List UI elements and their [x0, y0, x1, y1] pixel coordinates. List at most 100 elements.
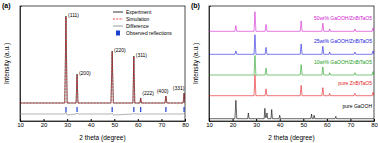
x-tick-label: 80 — [182, 122, 189, 128]
y-axis — [210, 7, 212, 122]
peak-label: (111) — [68, 12, 79, 18]
legend-swatch — [116, 31, 120, 36]
reflection-mark — [65, 107, 66, 112]
x-tick-label: 40 — [277, 122, 284, 128]
reflection-mark — [112, 107, 113, 112]
x-tick-mark — [374, 119, 375, 121]
x-tick: 60 — [135, 119, 142, 128]
series-label: 50wt% GaOOH/ZnBiTaO5 — [314, 15, 372, 21]
x-tick-mark — [67, 119, 68, 121]
legend-entry: Experiment — [113, 9, 152, 15]
plot-frame — [20, 6, 185, 121]
legend-label: Difference — [126, 23, 149, 29]
y-axis-title: Intensity (a.u.) — [192, 43, 200, 84]
x-tick-label: 60 — [324, 122, 331, 128]
x-tick: 70 — [348, 119, 355, 128]
x-tick: 40 — [88, 119, 95, 128]
x-tick-label: 40 — [88, 122, 95, 128]
legend-label: Experiment — [126, 9, 152, 15]
figure-root: 10 20 30 40 50 60 70 80 (a) 2 theta (degree) Inten… — [0, 0, 378, 143]
peak-label: (331) — [173, 85, 185, 91]
x-tick-mark — [138, 119, 139, 121]
legend-entry: Simulation — [113, 16, 150, 22]
legend: ExperimentSimulationDifferenceObserved r… — [113, 9, 172, 36]
x-tick: 60 — [324, 119, 331, 128]
reflection-mark — [165, 107, 166, 112]
x-axis-title: 2 theta (degree) — [268, 134, 314, 142]
reflection-mark — [76, 107, 77, 112]
x-tick-mark — [256, 119, 257, 121]
x-tick-label: 60 — [135, 122, 142, 128]
x-tick: 50 — [111, 119, 118, 128]
chart-title: (b) — [191, 2, 200, 10]
legend-swatch — [113, 26, 123, 27]
x-tick: 30 — [253, 119, 260, 128]
x-tick-label: 20 — [230, 122, 237, 128]
reflection-mark — [183, 107, 184, 112]
x-tick: 30 — [64, 119, 71, 128]
y-axis-line — [21, 7, 23, 122]
y-axis-line — [210, 7, 212, 122]
series-line — [20, 112, 185, 115]
x-tick-label: 70 — [348, 122, 355, 128]
peak-label: (222) — [142, 90, 154, 96]
x-tick-mark — [280, 119, 281, 121]
series-line — [20, 16, 185, 103]
x-tick-label: 30 — [64, 122, 71, 128]
panel: 10 20 30 40 50 60 70 80 (b) 2 theta (degree) Inten… — [191, 2, 378, 142]
x-tick: 80 — [371, 119, 378, 128]
x-tick: 20 — [230, 119, 237, 128]
x-tick: 40 — [277, 119, 284, 128]
x-tick-mark — [91, 119, 92, 121]
chart-title: (a) — [2, 2, 11, 10]
series-line — [209, 75, 374, 96]
panel: 10 20 30 40 50 60 70 80 (a) 2 theta (degree) Inten… — [2, 2, 189, 142]
series-label: 10wt% GaOOH/ZnBiTaO5 — [314, 59, 372, 65]
x-tick: 20 — [41, 119, 48, 128]
series-line — [209, 12, 374, 32]
series-line — [209, 55, 374, 75]
series-label: pure GaOOH — [343, 103, 373, 109]
x-axis-line — [210, 119, 375, 122]
peak-label: (400) — [157, 88, 169, 94]
x-tick-mark — [233, 119, 234, 121]
legend-label: Simulation — [126, 16, 150, 22]
y-axis-title: Intensity (a.u.) — [3, 43, 11, 84]
x-tick: 50 — [300, 119, 307, 128]
series-label: pure ZnBiTaO5 — [338, 80, 372, 86]
y-axis — [21, 7, 23, 122]
x-tick-label: 80 — [371, 122, 378, 128]
legend-swatch — [113, 19, 123, 20]
x-axis: 10 20 30 40 50 60 70 80 — [17, 119, 189, 128]
figure-svg: 10 20 30 40 50 60 70 80 (a) 2 theta (degree) Inten… — [0, 0, 378, 143]
reflection-mark — [133, 107, 134, 112]
x-tick-mark — [350, 119, 351, 121]
x-tick: 70 — [159, 119, 166, 128]
x-tick-mark — [161, 119, 162, 121]
peak-label: (311) — [136, 52, 148, 58]
x-axis-line — [21, 119, 186, 122]
x-tick-label: 20 — [41, 122, 48, 128]
x-tick: 80 — [182, 119, 189, 128]
series-line — [20, 17, 185, 103]
plot-area — [209, 12, 374, 119]
x-tick-mark — [44, 119, 45, 121]
series-line — [209, 35, 374, 55]
legend-entry: Difference — [113, 23, 149, 29]
x-tick-label: 10 — [17, 122, 24, 128]
series-line — [209, 100, 374, 118]
peak-label: (220) — [114, 47, 126, 53]
x-axis: 10 20 30 40 50 60 70 80 — [206, 119, 378, 128]
series-label: 25wt% GaOOH/ZnBiTaO5 — [314, 38, 372, 44]
x-tick-mark — [327, 119, 328, 121]
x-tick-label: 10 — [206, 122, 213, 128]
x-tick-label: 50 — [111, 122, 118, 128]
legend-swatch — [113, 12, 123, 13]
peak-label: (200) — [79, 70, 91, 76]
legend-entry: Observed reflections — [116, 30, 172, 36]
x-tick-mark — [114, 119, 115, 121]
x-axis-title: 2 theta (degree) — [79, 134, 125, 142]
x-tick-mark — [303, 119, 304, 121]
plot-area — [20, 16, 185, 115]
plot-frame — [209, 6, 374, 121]
